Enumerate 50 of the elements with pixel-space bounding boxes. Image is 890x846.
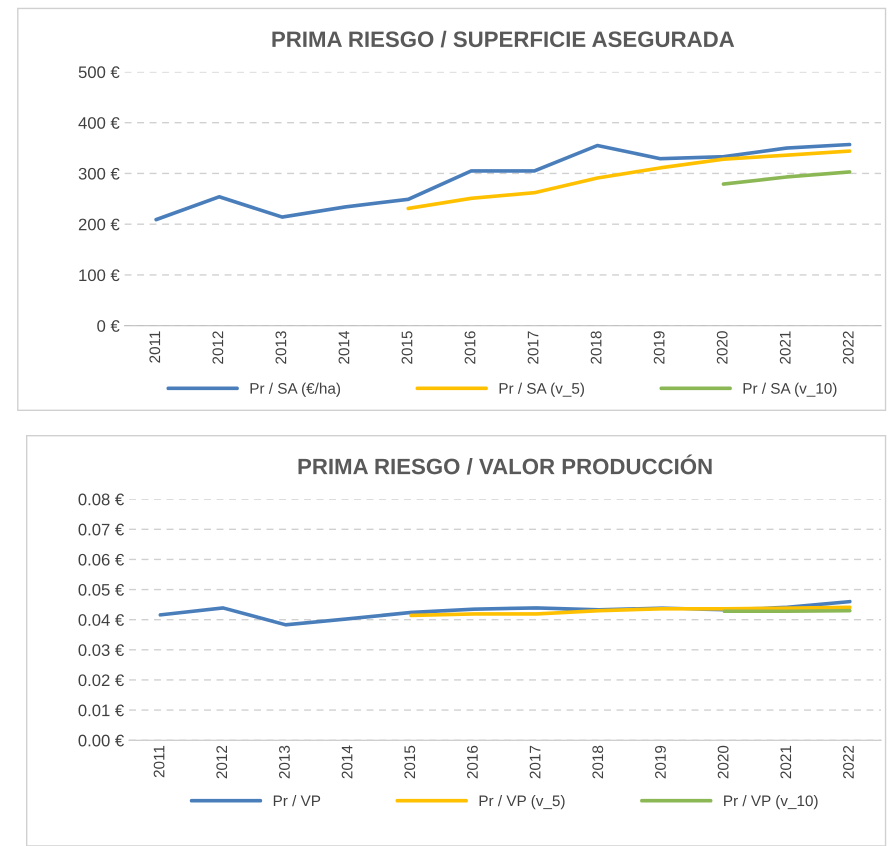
x-tick-label: 2019 (655, 746, 666, 778)
line-series (409, 606, 852, 618)
x-tick-label: 2019 (654, 331, 665, 364)
y-tick-label: 100 € (79, 269, 120, 282)
x-tick-label: 2022 (842, 331, 854, 364)
line-series (406, 149, 852, 210)
y-tick-label: 0.06 € (78, 554, 124, 566)
x-tick-label: 2017 (528, 331, 538, 364)
x-tick-label: 2022 (843, 746, 854, 778)
x-tick-label: 2020 (718, 746, 729, 778)
y-tick-label: 0 € (97, 320, 120, 332)
y-tick-label: 0.04 € (78, 614, 124, 626)
x-tick-label: 2015 (404, 746, 416, 778)
chart-title: PRIMA RIESGO / SUPERFICIE ASEGURADA (272, 30, 734, 48)
x-tick-label: 2018 (590, 331, 602, 364)
y-tick-label: 500 € (78, 66, 120, 78)
x-tick-label: 2014 (342, 746, 352, 778)
x-tick-label: 2013 (275, 331, 286, 364)
y-tick-label: 0.00 € (78, 734, 124, 746)
y-tick-label: 0.01 € (78, 704, 124, 716)
x-tick-label: 2018 (592, 746, 604, 778)
x-tick-label: 2012 (216, 746, 228, 778)
y-tick-label: 0.02 € (78, 674, 124, 686)
x-tick-label: 2021 (780, 331, 791, 364)
x-tick-label: 2021 (780, 746, 792, 778)
x-tick-label: 2015 (402, 331, 412, 364)
legend-label: Pr / VP (v_5) (480, 794, 565, 810)
y-tick-label: 0.08 € (78, 494, 124, 506)
y-tick-label: 400 € (78, 117, 120, 129)
x-tick-label: 2013 (279, 746, 290, 778)
legend-label: Pr / SA (v_5) (500, 382, 584, 397)
x-tick-label: 2011 (149, 331, 160, 363)
legend-label: Pr / VP (274, 794, 320, 806)
y-tick-label: 0.03 € (78, 644, 124, 656)
x-tick-label: 2011 (154, 746, 164, 778)
y-tick-label: 300 € (78, 168, 120, 180)
y-tick-label: 0.07 € (78, 524, 124, 536)
x-tick-label: 2016 (464, 331, 476, 364)
x-tick-label: 2016 (467, 746, 478, 778)
x-tick-label: 2017 (530, 746, 541, 778)
y-tick-label: 0.05 € (78, 584, 124, 596)
line-series (154, 142, 852, 222)
legend-label: Pr / VP (v_10) (724, 794, 818, 810)
x-tick-label: 2020 (716, 331, 728, 364)
legend-label: Pr / SA (v_10) (744, 382, 836, 397)
legend-label: Pr / SA (€/ha) (250, 382, 340, 397)
x-tick-label: 2012 (212, 331, 224, 364)
y-tick-label: 200 € (78, 218, 120, 230)
x-tick-label: 2014 (338, 331, 350, 364)
chart-title: PRIMA RIESGO / VALOR PRODUCCIÓN (298, 454, 712, 475)
